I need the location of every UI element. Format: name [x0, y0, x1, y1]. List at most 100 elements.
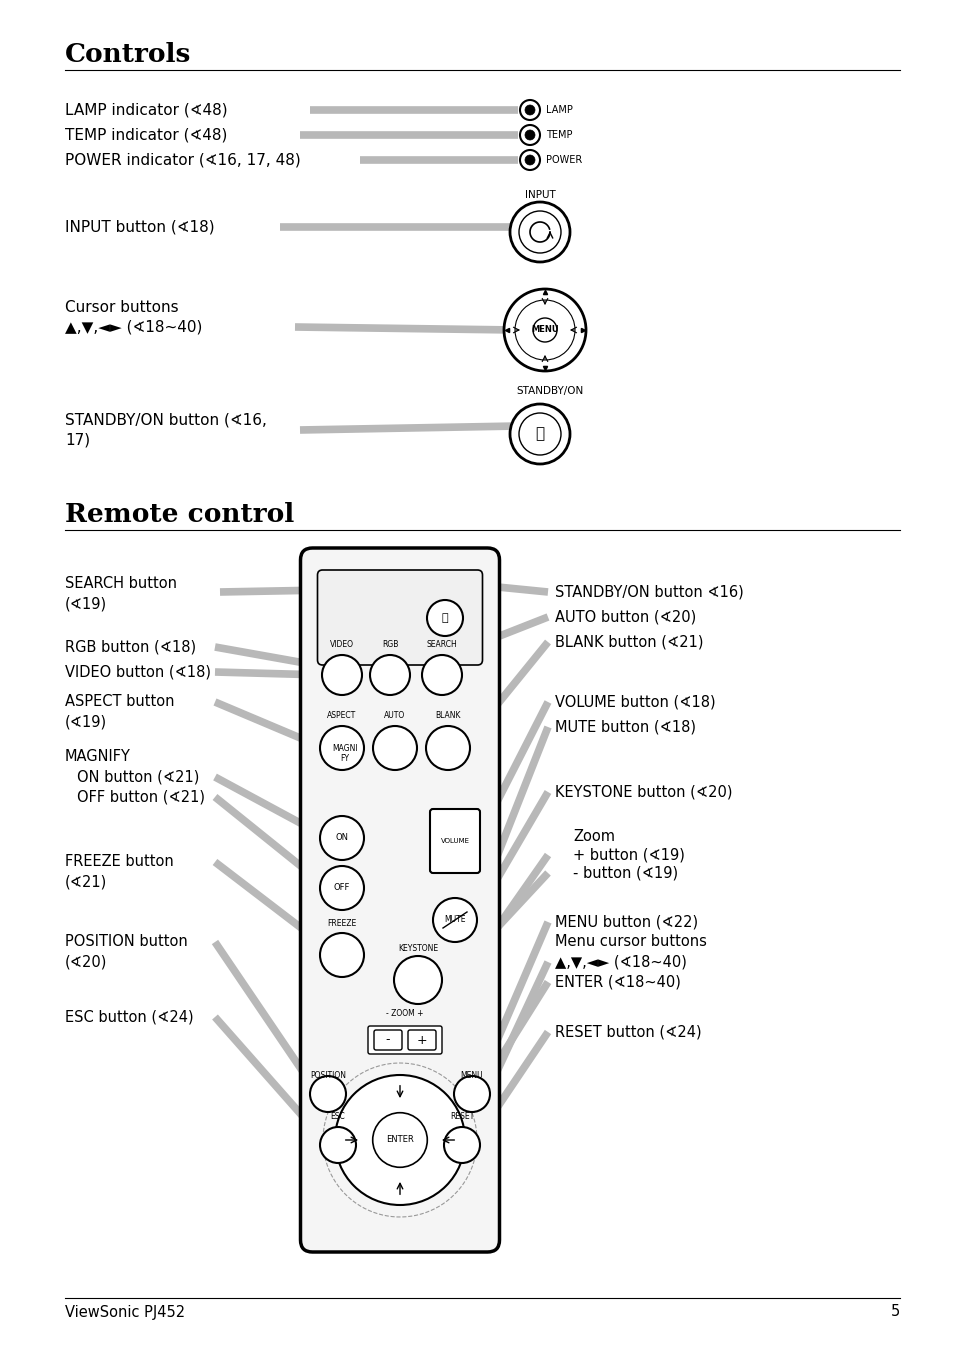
FancyBboxPatch shape	[368, 1026, 441, 1055]
Text: Remote control: Remote control	[65, 502, 294, 527]
Text: MENU button (∢22): MENU button (∢22)	[555, 914, 698, 930]
Circle shape	[519, 124, 539, 145]
Text: ⏻: ⏻	[441, 612, 448, 623]
Text: MUTE: MUTE	[444, 915, 465, 925]
Circle shape	[518, 211, 560, 253]
Text: TEMP: TEMP	[545, 130, 572, 141]
Text: LAMP: LAMP	[545, 105, 572, 115]
FancyBboxPatch shape	[374, 1030, 401, 1051]
Text: MENU: MENU	[460, 1071, 483, 1079]
Text: POWER indicator (∢16, 17, 48): POWER indicator (∢16, 17, 48)	[65, 153, 300, 168]
FancyBboxPatch shape	[300, 548, 499, 1252]
Text: RESET: RESET	[450, 1111, 474, 1121]
Text: Controls: Controls	[65, 42, 192, 68]
Text: STANDBY/ON button ∢16): STANDBY/ON button ∢16)	[555, 584, 743, 599]
Circle shape	[524, 130, 535, 141]
Circle shape	[533, 318, 557, 342]
Text: MAGNI
FY: MAGNI FY	[332, 744, 357, 763]
Text: INPUT button (∢18): INPUT button (∢18)	[65, 219, 214, 234]
Text: VOLUME button (∢18): VOLUME button (∢18)	[555, 695, 715, 710]
Circle shape	[454, 1076, 490, 1111]
Text: (∢19): (∢19)	[65, 596, 107, 611]
Text: Zoom: Zoom	[573, 830, 615, 845]
Text: ON: ON	[335, 833, 348, 842]
Text: VIDEO: VIDEO	[330, 639, 354, 649]
Text: LAMP indicator (∢48): LAMP indicator (∢48)	[65, 103, 228, 118]
Circle shape	[373, 726, 416, 771]
Text: RGB: RGB	[381, 639, 397, 649]
Circle shape	[524, 105, 535, 115]
Text: ViewSonic PJ452: ViewSonic PJ452	[65, 1305, 185, 1320]
Circle shape	[394, 956, 441, 1005]
Text: ENTER: ENTER	[386, 1136, 414, 1145]
Circle shape	[427, 600, 462, 635]
Circle shape	[322, 654, 361, 695]
Text: ASPECT: ASPECT	[327, 711, 356, 721]
Text: 17): 17)	[65, 433, 90, 448]
Circle shape	[510, 201, 569, 262]
Circle shape	[319, 933, 364, 977]
Text: MUTE button (∢18): MUTE button (∢18)	[555, 719, 696, 734]
Text: - button (∢19): - button (∢19)	[573, 865, 678, 880]
Text: ESC button (∢24): ESC button (∢24)	[65, 1010, 193, 1025]
Circle shape	[373, 1113, 427, 1167]
Text: STANDBY/ON: STANDBY/ON	[516, 387, 583, 396]
Text: MAGNIFY: MAGNIFY	[65, 749, 131, 764]
Circle shape	[319, 867, 364, 910]
Circle shape	[515, 300, 575, 360]
Text: INPUT: INPUT	[524, 191, 555, 200]
Circle shape	[524, 155, 535, 165]
Text: MENU: MENU	[531, 326, 558, 334]
Circle shape	[518, 412, 560, 456]
Text: VOLUME: VOLUME	[440, 838, 469, 844]
FancyBboxPatch shape	[317, 571, 482, 665]
Text: SEARCH button: SEARCH button	[65, 576, 177, 591]
Text: TEMP indicator (∢48): TEMP indicator (∢48)	[65, 127, 227, 142]
Circle shape	[319, 817, 364, 860]
Text: (∢19): (∢19)	[65, 714, 107, 730]
Text: ON button (∢21): ON button (∢21)	[77, 769, 199, 784]
Circle shape	[519, 100, 539, 120]
Text: Menu cursor buttons: Menu cursor buttons	[555, 934, 706, 949]
Text: (∢21): (∢21)	[65, 875, 107, 890]
Circle shape	[510, 404, 569, 464]
Circle shape	[421, 654, 461, 695]
Text: AUTO: AUTO	[384, 711, 405, 721]
Text: BLANK: BLANK	[435, 711, 460, 721]
Text: ASPECT button: ASPECT button	[65, 695, 174, 710]
Text: ⏻: ⏻	[535, 426, 544, 442]
FancyBboxPatch shape	[430, 808, 479, 873]
Text: SEARCH: SEARCH	[426, 639, 456, 649]
FancyBboxPatch shape	[408, 1030, 436, 1051]
Text: + button (∢19): + button (∢19)	[573, 848, 684, 863]
Circle shape	[319, 1128, 355, 1163]
Text: (∢20): (∢20)	[65, 955, 108, 969]
Circle shape	[310, 1076, 346, 1111]
Text: 5: 5	[890, 1305, 899, 1320]
Text: OFF: OFF	[334, 883, 350, 892]
Text: POWER: POWER	[545, 155, 581, 165]
Text: ▲,▼,◄► (∢18~40): ▲,▼,◄► (∢18~40)	[555, 955, 686, 969]
Text: Cursor buttons: Cursor buttons	[65, 300, 178, 315]
Text: ENTER (∢18~40): ENTER (∢18~40)	[555, 975, 680, 990]
Circle shape	[443, 1128, 479, 1163]
Circle shape	[319, 726, 364, 771]
Circle shape	[519, 150, 539, 170]
Text: KEYSTONE: KEYSTONE	[397, 944, 437, 953]
Text: OFF button (∢21): OFF button (∢21)	[77, 790, 205, 804]
Text: KEYSTONE button (∢20): KEYSTONE button (∢20)	[555, 784, 732, 799]
Text: - ZOOM +: - ZOOM +	[386, 1009, 423, 1018]
Circle shape	[335, 1075, 464, 1205]
Text: VIDEO button (∢18): VIDEO button (∢18)	[65, 664, 211, 680]
Text: POSITION button: POSITION button	[65, 934, 188, 949]
Text: BLANK button (∢21): BLANK button (∢21)	[555, 634, 702, 649]
Text: +: +	[416, 1033, 427, 1046]
Circle shape	[370, 654, 410, 695]
Text: -: -	[385, 1033, 390, 1046]
Text: RESET button (∢24): RESET button (∢24)	[555, 1025, 700, 1040]
Circle shape	[433, 898, 476, 942]
Text: AUTO button (∢20): AUTO button (∢20)	[555, 610, 696, 625]
Circle shape	[426, 726, 470, 771]
Text: FREEZE button: FREEZE button	[65, 854, 173, 869]
Circle shape	[503, 289, 585, 370]
